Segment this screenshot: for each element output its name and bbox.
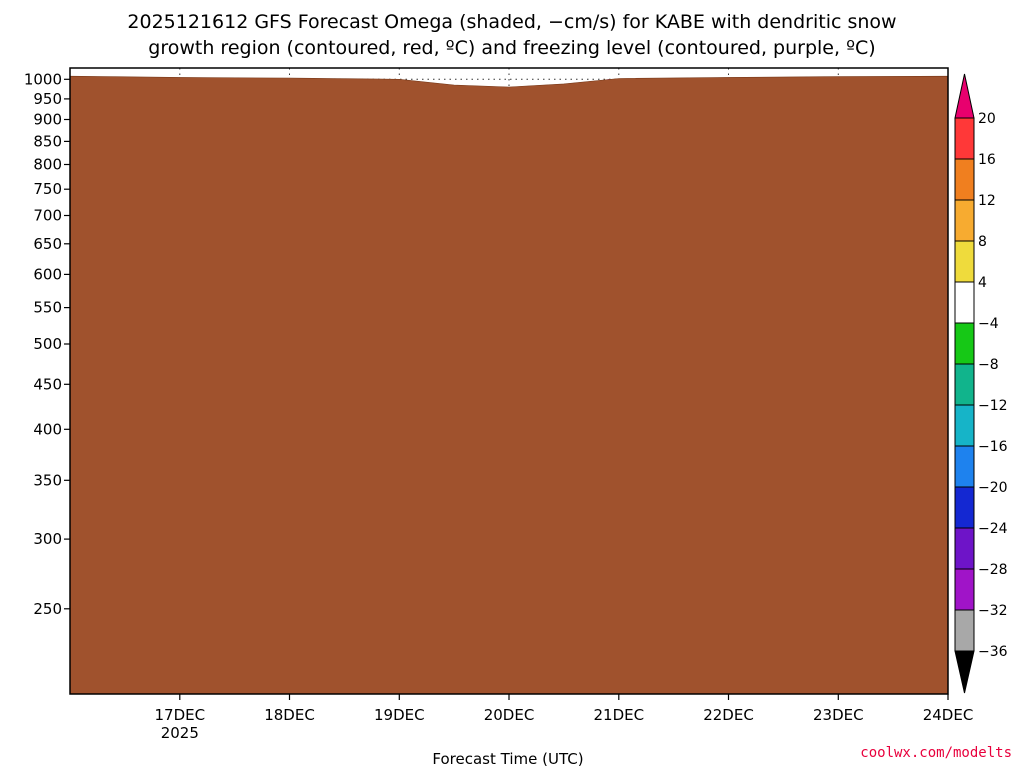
y-tick-label-6: 550	[33, 299, 62, 317]
x-tick-label-4: 21DEC	[594, 706, 645, 724]
colorbar-label-13: −36	[978, 644, 1008, 660]
y-tick-label-2: 350	[33, 471, 62, 489]
y-tick-label-3: 400	[33, 420, 62, 438]
y-tick-label-4: 450	[33, 375, 62, 393]
colorbar-swatch-2	[954, 199, 975, 242]
terrain-fill	[70, 75, 948, 694]
colorbar-swatch-3	[954, 240, 975, 283]
colorbar-swatch-0	[954, 117, 975, 160]
colorbar-label-9: −20	[978, 480, 1008, 496]
y-tick-label-14: 950	[33, 90, 62, 108]
x-tick-label-3: 20DEC	[484, 706, 535, 724]
y-tick-label-15: 1000	[24, 70, 62, 88]
colorbar-label-2: 12	[978, 193, 996, 209]
colorbar-label-12: −32	[978, 603, 1008, 619]
x-tick-label-2: 19DEC	[374, 706, 425, 724]
colorbar-label-3: 8	[978, 234, 987, 250]
y-tick-label-11: 800	[33, 156, 62, 174]
colorbar-swatch-6	[954, 363, 975, 406]
colorbar-swatch-1	[954, 158, 975, 201]
colorbar-swatch-7	[954, 404, 975, 447]
colorbar-label-6: −8	[978, 357, 999, 373]
colorbar-top-arrow	[954, 73, 975, 119]
colorbar-label-0: 20	[978, 111, 996, 127]
x-tick-label-1: 18DEC	[264, 706, 315, 724]
colorbar-label-7: −12	[978, 398, 1008, 414]
colorbar-label-10: −24	[978, 521, 1008, 537]
x-tick-label-6: 23DEC	[813, 706, 864, 724]
y-tick-label-8: 650	[33, 235, 62, 253]
pressure-axis: 250 300 350 400 450 500 550 600 650 700 750 800 850 9…	[24, 70, 70, 618]
colorbar-label-5: −4	[978, 316, 999, 332]
colorbar-swatch-10	[954, 527, 975, 570]
y-tick-label-1: 300	[33, 530, 62, 548]
colorbar-swatch-8	[954, 445, 975, 488]
colorbar-swatch-4	[954, 281, 975, 324]
colorbar-label-4: 4	[978, 275, 987, 291]
colorbar-label-11: −28	[978, 562, 1008, 578]
x-axis-label: Forecast Time (UTC)	[432, 750, 583, 768]
colorbar-label-1: 16	[978, 152, 996, 168]
colorbar-swatch-12	[954, 609, 975, 652]
y-tick-label-9: 700	[33, 207, 62, 225]
credit-text: coolwx.com/modelts	[860, 745, 1012, 761]
x-tick-label-0: 17DEC	[155, 706, 206, 724]
chart-title-line2: growth region (contoured, red, ºC) and f…	[148, 37, 875, 59]
x-tick-label-7: 24DEC	[923, 706, 974, 724]
colorbar-swatch-11	[954, 568, 975, 611]
colorbar-swatch-5	[954, 322, 975, 365]
y-tick-label-5: 500	[33, 335, 62, 353]
x-tick-sublabel-0: 2025	[161, 724, 199, 742]
colorbar-label-8: −16	[978, 439, 1008, 455]
y-tick-label-10: 750	[33, 180, 62, 198]
terrain-surface	[70, 75, 948, 694]
y-tick-label-0: 250	[33, 600, 62, 618]
colorbar-swatch-9	[954, 486, 975, 529]
colorbar-bottom-arrow	[954, 650, 975, 694]
y-tick-label-13: 900	[33, 111, 62, 129]
omega-colorbar: 20 16 12 8 4 −4 −8 −12 −16 −20 −24 −28 −32 −36	[954, 73, 1008, 694]
y-tick-label-12: 850	[33, 132, 62, 150]
chart-title-line1: 2025121612 GFS Forecast Omega (shaded, −…	[127, 11, 896, 33]
y-tick-label-7: 600	[33, 265, 62, 283]
x-tick-label-5: 22DEC	[703, 706, 754, 724]
